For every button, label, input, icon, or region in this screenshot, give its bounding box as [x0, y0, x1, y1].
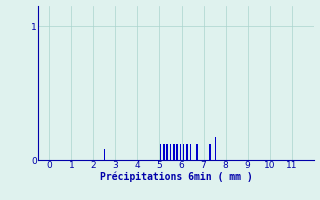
Bar — [104, 149, 105, 160]
Bar — [209, 144, 211, 160]
Bar — [196, 144, 198, 160]
X-axis label: Précipitations 6min ( mm ): Précipitations 6min ( mm ) — [100, 172, 252, 182]
Bar — [163, 144, 165, 160]
Bar — [189, 144, 191, 160]
Bar — [176, 144, 178, 160]
Bar — [170, 144, 171, 160]
Bar — [180, 144, 181, 160]
Bar — [183, 144, 184, 160]
Bar — [173, 144, 175, 160]
Bar — [166, 144, 168, 160]
Bar — [215, 137, 216, 160]
Bar — [160, 144, 161, 160]
Bar — [186, 144, 188, 160]
